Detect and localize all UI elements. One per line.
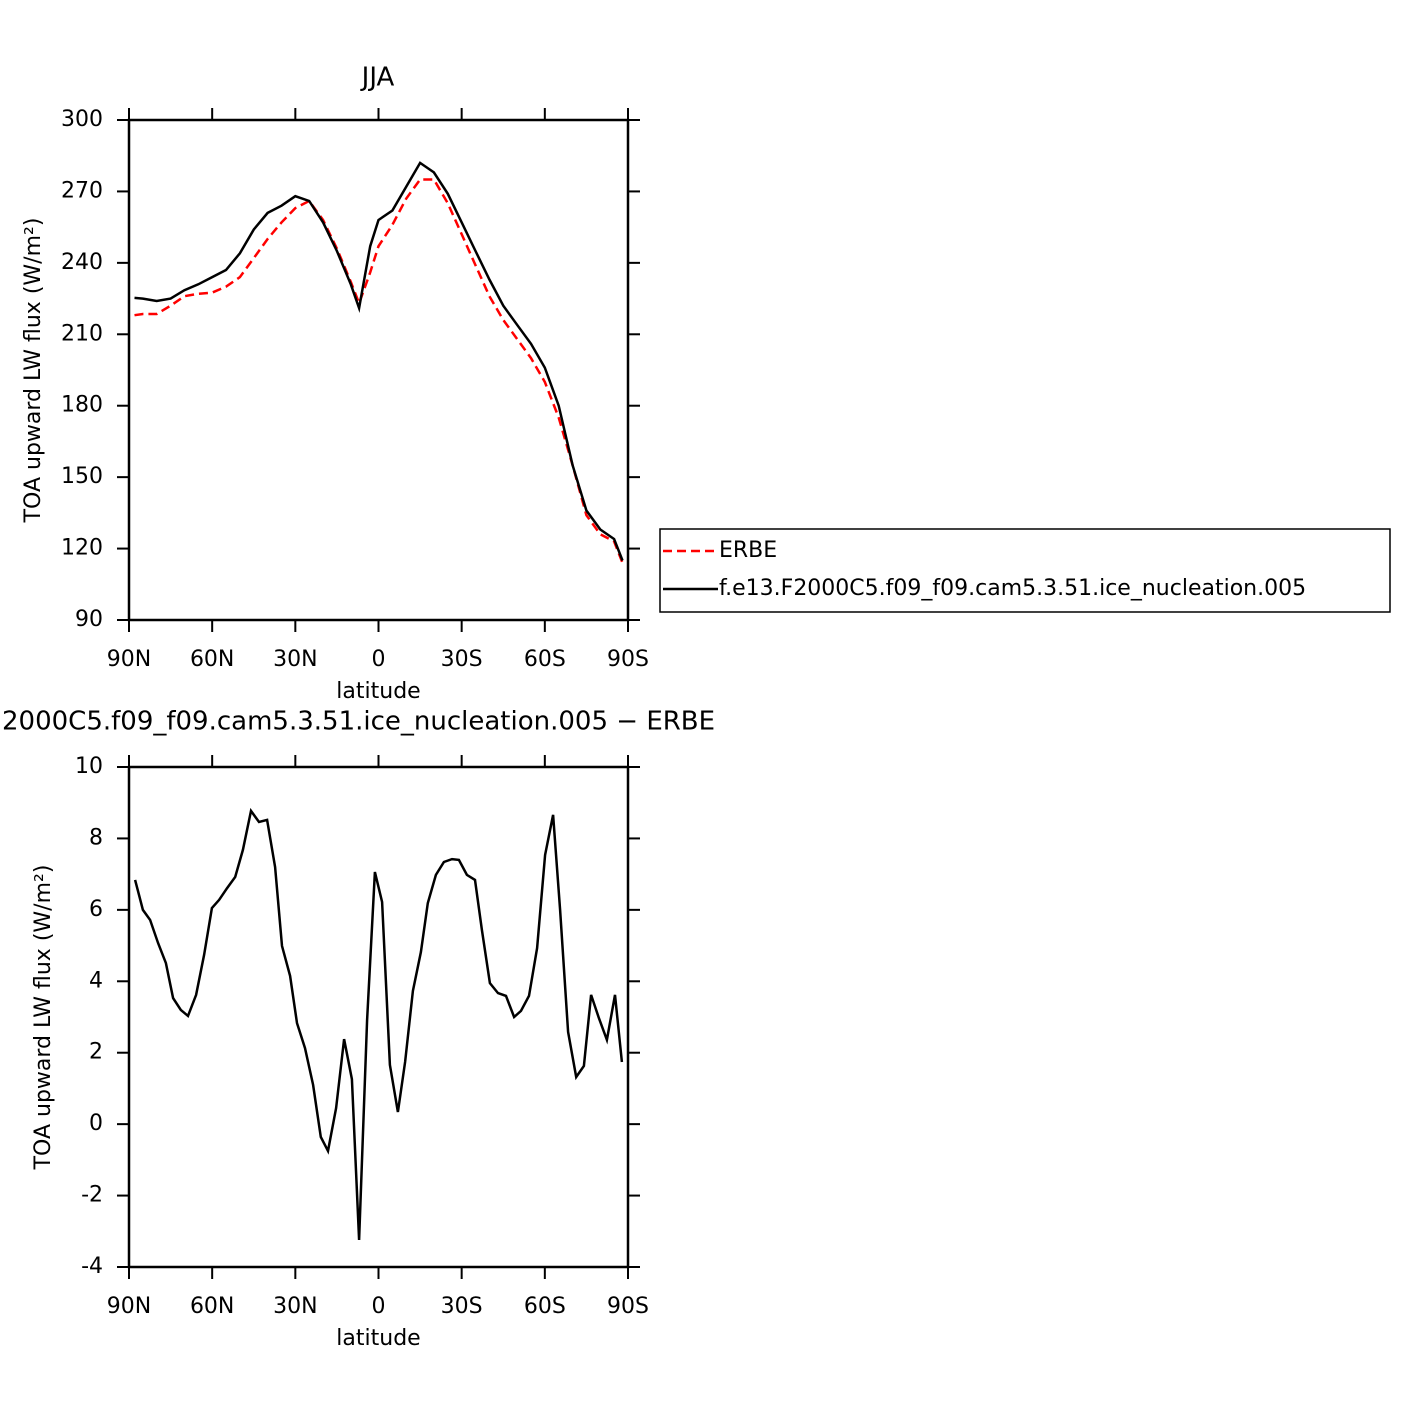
x-axis-label: latitude [336,1326,420,1351]
x-tick-label: 60S [524,1294,566,1319]
legend-box [659,528,1391,613]
legend-label: f.e13.F2000C5.f09_f09.cam5.3.51.ice_nucl… [719,576,1306,601]
y-tick-label: -4 [81,1254,103,1279]
chart-title: JJA [360,63,395,93]
y-tick-label: 180 [61,393,103,418]
x-tick-label: 60N [190,647,234,672]
y-tick-label: 240 [61,250,103,275]
y-tick-label: 150 [61,464,103,489]
x-tick-label: 60N [190,1294,234,1319]
y-tick-label: 10 [75,754,103,779]
x-tick-label: 90S [607,647,649,672]
plot-frame [127,118,630,622]
x-tick-label: 30S [441,647,483,672]
y-tick-label: 0 [89,1111,103,1136]
y-tick-label: 120 [61,536,103,561]
y-tick-label: 210 [61,321,103,346]
chart-title: 2000C5.f09_f09.cam5.3.51.ice_nucleation.… [2,707,715,737]
x-axis-label: latitude [336,679,420,704]
y-tick-label: 2 [89,1040,103,1065]
series-line [134,161,624,561]
y-axis-label: TOA upward LW flux (W/m²) [31,865,56,1171]
y-tick-label: 8 [89,825,103,850]
series-line [133,807,624,1240]
y-axis-label: TOA upward LW flux (W/m²) [21,218,46,524]
x-tick-label: 30N [273,647,317,672]
y-tick-label: 90 [75,607,103,632]
y-tick-label: -2 [81,1183,103,1208]
y-tick-label: 270 [61,178,103,203]
x-tick-label: 60S [524,647,566,672]
x-tick-label: 90S [607,1294,649,1319]
y-tick-label: 4 [89,968,103,993]
x-tick-label: 30N [273,1294,317,1319]
x-tick-label: 30S [441,1294,483,1319]
x-tick-label: 0 [372,1294,386,1319]
y-tick-label: 6 [89,897,103,922]
x-tick-label: 0 [372,647,386,672]
y-tick-label: 300 [61,107,103,132]
plot-frame [127,765,630,1269]
series-line [134,178,624,564]
legend-label: ERBE [719,538,777,563]
x-tick-label: 90N [107,647,151,672]
x-tick-label: 90N [107,1294,151,1319]
